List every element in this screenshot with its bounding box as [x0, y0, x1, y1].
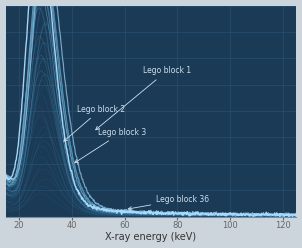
Text: Lego block 1: Lego block 1	[96, 66, 191, 130]
Text: Lego block 2: Lego block 2	[64, 105, 125, 141]
X-axis label: X-ray energy (keV): X-ray energy (keV)	[105, 232, 197, 243]
Text: Lego block 36: Lego block 36	[128, 195, 209, 210]
Text: Lego block 3: Lego block 3	[75, 128, 146, 163]
